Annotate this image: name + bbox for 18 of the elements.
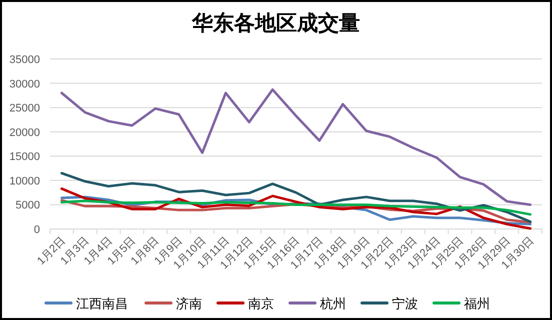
line-series	[60, 172, 532, 223]
chart-title: 华东各地区成交量	[191, 11, 360, 35]
line-series	[60, 88, 532, 206]
legend-label: 江西南昌	[76, 296, 128, 311]
y-tick-label: 10000	[9, 175, 40, 188]
legend-label: 济南	[176, 296, 202, 311]
y-tick-label: 35000	[9, 54, 40, 66]
legend-label: 宁波	[392, 296, 418, 311]
y-tick-label: 0	[34, 224, 40, 236]
y-tick-label: 30000	[9, 78, 40, 90]
y-tick-label: 5000	[16, 200, 40, 212]
y-tick-label: 25000	[9, 102, 40, 115]
y-tick-label: 20000	[9, 126, 40, 139]
line-series	[60, 200, 532, 216]
legend-label: 南京	[248, 296, 274, 311]
y-tick-label: 15000	[9, 151, 40, 164]
legend-label: 福州	[464, 296, 490, 311]
legend-label: 杭州	[319, 296, 346, 311]
